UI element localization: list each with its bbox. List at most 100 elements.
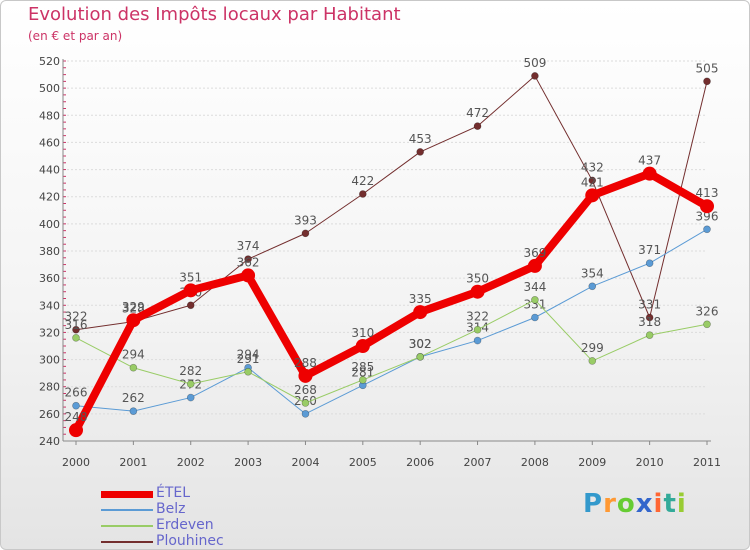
data-label-erdeven: 294 [122,348,145,362]
data-point-belz [186,393,195,402]
legend-label-erdeven: Erdeven [156,517,214,533]
x-tick-label: 2000 [62,456,90,469]
data-point-plouhinec [473,122,482,130]
y-tick-label: 320 [39,326,60,339]
data-point-etel [126,313,141,328]
legend-item-plouhinec: Plouhinec [101,533,301,549]
data-label-etel: 413 [696,186,719,200]
data-point-erdeven [531,296,539,304]
data-label-belz: 302 [409,337,432,351]
x-tick-label: 2004 [291,456,319,469]
logo-letter: x [635,489,654,519]
data-label-belz: 354 [581,266,604,280]
data-label-etel: 310 [351,326,374,340]
y-tick-label: 300 [39,354,60,367]
data-label-plouhinec: 509 [523,56,546,70]
x-tick-label: 2008 [521,456,549,469]
logo-letter: o [616,489,636,519]
legend-item-etel: ÉTEL [101,485,301,501]
series-belz: 266262272294260281302314331354371396 [65,209,718,418]
data-label-plouhinec: 374 [237,239,260,253]
data-label-plouhinec: 393 [294,213,317,227]
legend-item-erdeven: Erdeven [101,517,301,533]
data-label-erdeven: 322 [466,310,489,324]
data-label-erdeven: 268 [294,383,317,397]
data-label-belz: 331 [523,298,546,312]
data-point-belz [531,313,539,322]
data-point-plouhinec [645,313,654,322]
x-tick-label: 2011 [693,456,721,469]
data-label-erdeven: 282 [179,364,202,378]
legend-label-etel: ÉTEL [156,485,191,501]
data-point-belz [301,410,310,418]
series-line-erdeven [75,299,708,404]
legend-swatch-belz [101,509,153,511]
data-label-belz: 262 [122,391,145,405]
data-point-erdeven [703,320,711,329]
logo-letter: i [653,489,664,519]
data-point-plouhinec [301,229,310,238]
data-label-erdeven: 344 [523,280,546,294]
data-label-etel: 421 [581,175,604,189]
data-label-plouhinec: 505 [696,61,719,75]
series-line-plouhinec [75,75,708,331]
data-point-plouhinec [416,148,424,156]
data-label-etel: 248 [65,410,88,424]
data-point-etel [298,368,313,383]
data-label-etel: 437 [638,154,661,168]
data-label-belz: 371 [638,243,661,257]
data-label-erdeven: 302 [409,337,432,351]
series-line-etel [72,169,711,435]
data-label-etel: 362 [237,255,260,269]
legend-swatch-erdeven [101,525,153,527]
data-point-etel [700,199,714,214]
logo-letter: r [603,489,617,519]
chart-subtitle: (en € et par an) [28,29,123,43]
data-point-belz [72,401,80,410]
data-point-plouhinec [703,77,711,86]
y-tick-label: 280 [39,381,60,394]
x-tick-label: 2002 [177,456,205,469]
data-label-belz: 281 [351,365,374,379]
y-tick-label: 500 [39,82,60,95]
data-label-etel: 369 [523,246,546,260]
data-label-plouhinec: 328 [122,302,145,316]
data-point-plouhinec [531,72,539,80]
data-label-belz: 294 [237,348,260,362]
data-point-erdeven [416,353,424,361]
x-tick-label: 2001 [119,456,147,469]
chart-title: Evolution des Impôts locaux par Habitant [28,4,401,25]
legend-swatch-plouhinec [101,541,153,543]
data-point-etel [585,188,600,203]
y-tick-label: 520 [39,55,60,68]
data-label-erdeven: 291 [237,352,260,366]
data-point-erdeven [645,331,654,339]
data-label-erdeven: 318 [638,315,661,329]
data-point-erdeven [473,325,482,334]
data-point-plouhinec [186,301,195,310]
data-label-etel: 350 [466,272,489,286]
data-point-erdeven [72,334,80,342]
data-label-erdeven: 326 [696,304,719,318]
data-label-belz: 266 [65,386,88,400]
legend-label-belz: Belz [156,501,186,517]
series-plouhinec: 322328340374393422453472509432331505 [65,56,719,334]
data-label-plouhinec: 422 [351,174,374,188]
data-point-erdeven [244,367,252,376]
data-point-etel [527,258,542,273]
data-point-erdeven [359,376,367,384]
data-label-plouhinec: 453 [409,132,432,146]
data-point-plouhinec [244,255,252,263]
data-label-plouhinec: 322 [65,310,88,324]
data-point-belz [129,407,138,415]
y-tick-label: 260 [39,408,60,421]
data-label-erdeven: 299 [581,341,604,355]
data-point-etel [183,283,198,298]
data-point-erdeven [301,399,310,407]
data-point-erdeven [129,363,138,372]
y-tick-label: 440 [39,164,60,177]
logo-letter: t [663,489,677,519]
data-point-plouhinec [72,325,80,334]
logo-letter: P [583,489,604,519]
